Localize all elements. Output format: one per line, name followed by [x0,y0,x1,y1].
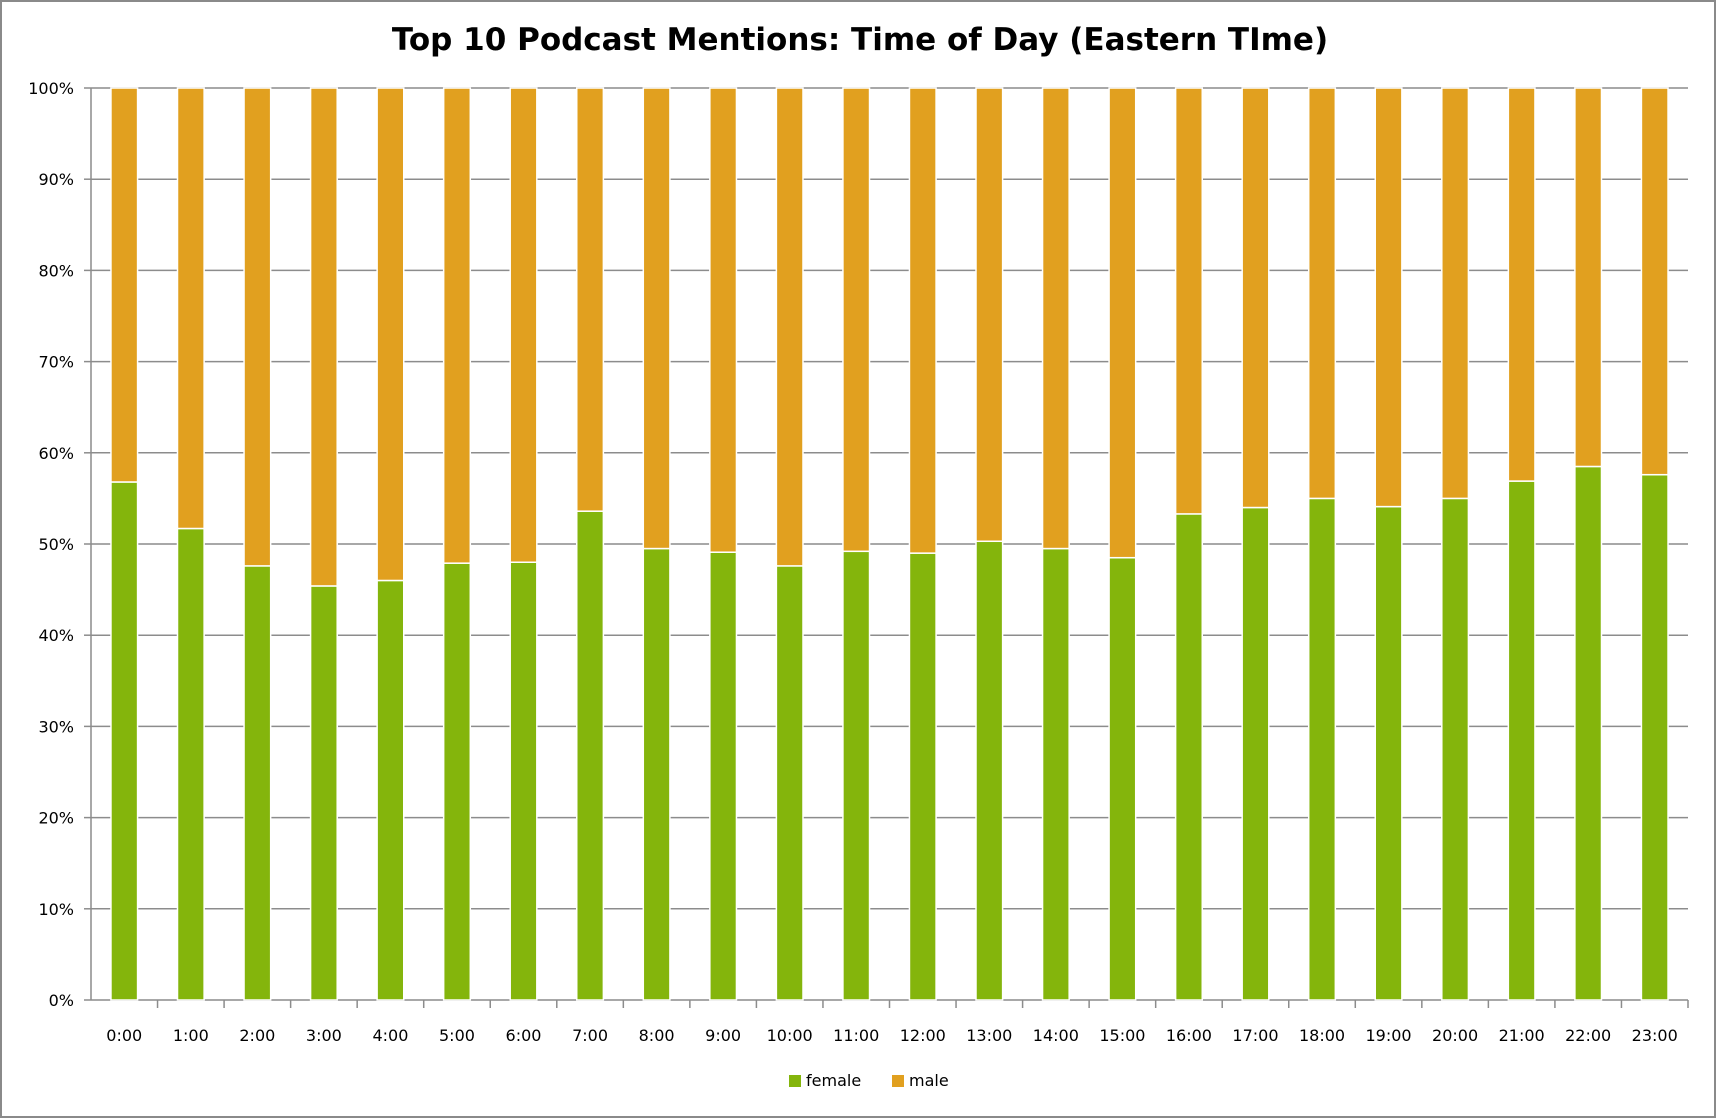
y-tick-label: 80% [38,261,74,280]
bar-female [775,565,804,1001]
bar-female [975,540,1004,1001]
bar-male [176,87,205,530]
x-tick-label: 2:00 [239,1026,275,1045]
bar-female [1374,505,1403,1001]
bar-male [309,87,338,587]
x-tick-label: 13:00 [966,1026,1012,1045]
bar-female [176,527,205,1001]
legend-swatch-male [892,1075,904,1087]
bar-female [1108,556,1137,1001]
x-tick-label: 9:00 [705,1026,741,1045]
bar-male [376,87,405,582]
y-tick-label: 100% [28,79,74,98]
x-tick-label: 15:00 [1099,1026,1145,1045]
bar-male [576,87,605,512]
bar-female [1574,465,1603,1001]
bar-male [1041,87,1070,550]
bar-male [709,87,738,553]
bar-male [243,87,272,567]
bar-male [442,87,472,564]
bar-female [908,552,937,1001]
x-tick-label: 10:00 [767,1026,813,1045]
bar-male [975,87,1004,543]
bar-female [1307,497,1337,1001]
x-tick-label: 0:00 [106,1026,142,1045]
legend-label-male: male [909,1071,949,1090]
bar-male [1507,87,1536,482]
bar-male [908,87,937,554]
x-tick-label: 16:00 [1166,1026,1212,1045]
bar-female [1041,547,1070,1001]
y-tick-label: 0% [49,991,74,1010]
bar-male [509,87,538,563]
bar-female [309,585,338,1001]
bar-male [842,87,871,553]
x-tick-label: 19:00 [1366,1026,1412,1045]
bar-male [1307,87,1337,500]
y-tick-label: 70% [38,353,74,372]
bar-female [1174,513,1203,1001]
bar-male [642,87,671,550]
y-tick-label: 90% [38,170,74,189]
bar-male [1174,87,1203,515]
x-tick-label: 18:00 [1299,1026,1345,1045]
x-tick-label: 14:00 [1033,1026,1079,1045]
bar-female [842,550,871,1001]
y-tick-label: 30% [38,717,74,736]
bar-male [1374,87,1403,508]
y-tick-label: 60% [38,444,74,463]
bar-male [775,87,804,567]
x-tick-label: 23:00 [1632,1026,1678,1045]
bar-male [110,87,139,483]
x-tick-label: 6:00 [506,1026,542,1045]
bar-female [576,510,605,1001]
bar-female [642,547,671,1001]
y-tick-label: 20% [38,809,74,828]
x-tick-label: 22:00 [1565,1026,1611,1045]
bar-female [1241,506,1270,1001]
y-tick-label: 40% [38,626,74,645]
x-tick-label: 12:00 [900,1026,946,1045]
bar-female [509,561,538,1001]
x-tick-label: 1:00 [173,1026,209,1045]
x-tick-label: 11:00 [833,1026,879,1045]
bar-female [1441,497,1470,1001]
x-tick-label: 8:00 [639,1026,675,1045]
x-tick-label: 3:00 [306,1026,342,1045]
bar-female [1507,480,1536,1001]
bar-male [1640,87,1669,476]
bar-female [376,579,405,1001]
bar-male [1441,87,1470,500]
bar-female [442,562,472,1001]
bar-male [1108,87,1137,559]
x-tick-label: 7:00 [572,1026,608,1045]
bar-female [1640,473,1669,1001]
legend-swatch-female [789,1075,801,1087]
bar-male [1574,87,1603,468]
chart-title: Top 10 Podcast Mentions: Time of Day (Ea… [391,22,1329,58]
x-tick-label: 4:00 [372,1026,408,1045]
y-tick-label: 10% [38,900,74,919]
bar-female [110,481,139,1001]
x-tick-label: 17:00 [1232,1026,1278,1045]
bar-male [1241,87,1270,509]
x-tick-label: 20:00 [1432,1026,1478,1045]
x-tick-label: 21:00 [1499,1026,1545,1045]
bar-female [243,565,272,1001]
legend-label-female: female [806,1071,861,1090]
x-tick-label: 5:00 [439,1026,475,1045]
bar-female [709,551,738,1001]
y-tick-label: 50% [38,535,74,554]
